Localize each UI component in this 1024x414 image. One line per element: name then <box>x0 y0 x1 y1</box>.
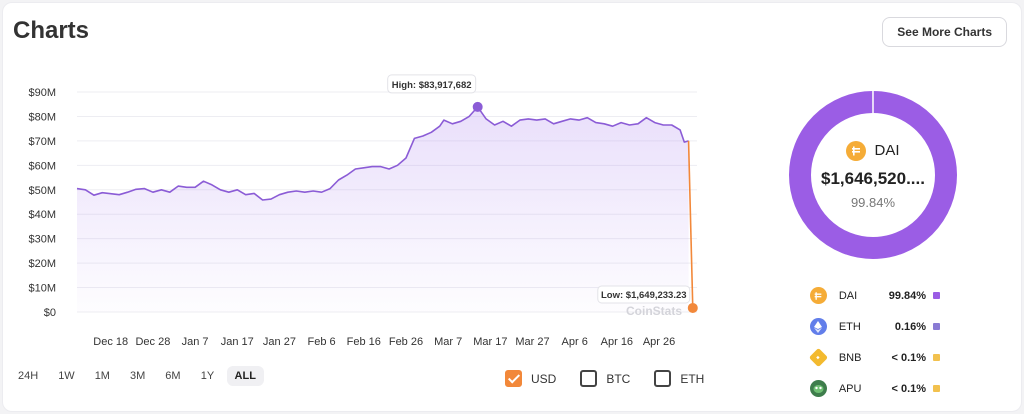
legend-item-eth[interactable]: ETH 0.16% <box>810 311 940 342</box>
x-tick-label: Mar 7 <box>434 336 462 348</box>
apu-icon <box>810 380 827 397</box>
high-point <box>472 101 483 112</box>
eth-checkbox[interactable] <box>654 370 672 387</box>
x-tick-label: Apr 16 <box>601 336 633 348</box>
x-tick-label: Feb 6 <box>308 336 336 348</box>
btc-label: BTC <box>606 371 631 386</box>
x-tick-label: Dec 28 <box>135 336 170 348</box>
range-1m-button[interactable]: 1M <box>87 366 118 386</box>
dai-icon <box>846 140 867 161</box>
x-tick-label: Apr 6 <box>562 336 588 348</box>
y-tick-label: $40M <box>28 209 56 221</box>
page-title: Charts <box>13 17 90 44</box>
x-tick-label: Dec 18 <box>93 336 128 348</box>
eth-icon <box>810 318 827 335</box>
currency-usd-option[interactable]: USD <box>505 370 556 387</box>
legend-item-apu[interactable]: APU < 0.1% <box>810 373 940 404</box>
x-tick-label: Feb 16 <box>347 336 381 348</box>
y-tick-label: $90M <box>28 87 56 99</box>
y-tick-label: $60M <box>28 160 56 172</box>
time-range-selector: 24H 1W 1M 3M 6M 1Y ALL <box>10 366 264 386</box>
x-tick-label: Apr 26 <box>643 336 675 348</box>
x-tick-label: Mar 27 <box>515 336 549 348</box>
y-tick-label: $10M <box>28 283 56 295</box>
donut-center-percent: 99.84% <box>850 194 896 210</box>
see-more-charts-button[interactable]: See More Charts <box>882 17 1007 47</box>
x-tick-label: Jan 7 <box>182 336 209 348</box>
range-1w-button[interactable]: 1W <box>50 366 83 386</box>
high-tooltip <box>387 74 477 94</box>
price-chart[interactable]: $0 $10M $20M $30M $40M $50M $60M $70M $80M $90M De… <box>0 70 720 355</box>
legend-item-bnb[interactable]: BNB < 0.1% <box>808 342 940 373</box>
legend-percent: 0.16% <box>894 320 927 333</box>
currency-eth-option[interactable]: ETH <box>654 370 704 387</box>
legend-name: APU <box>838 382 862 395</box>
y-tick-label: $0 <box>44 307 56 319</box>
y-tick-label: $80M <box>28 111 56 123</box>
currency-selector: USD BTC ETH <box>505 370 704 387</box>
usd-checkbox[interactable] <box>505 370 522 387</box>
low-tooltip <box>597 285 691 304</box>
y-tick-label: $50M <box>28 185 56 197</box>
currency-btc-option[interactable]: BTC <box>580 370 630 387</box>
y-tick-label: $70M <box>28 136 56 148</box>
x-tick-label: Jan 17 <box>221 336 254 348</box>
donut-center-value: $1,646,520.... <box>821 168 925 188</box>
area-fill <box>77 106 689 313</box>
legend-item-dai[interactable]: DAI 99.84% <box>810 280 940 311</box>
high-label: High: $83,917,682 <box>392 80 472 91</box>
legend-swatch <box>933 323 940 330</box>
legend-percent: < 0.1% <box>891 382 927 395</box>
price-line <box>76 106 689 201</box>
drop-line <box>687 140 694 308</box>
legend-name: BNB <box>838 351 862 364</box>
legend-name: DAI <box>838 289 858 302</box>
bnb-icon <box>808 347 828 368</box>
range-24h-button[interactable]: 24H <box>10 366 46 386</box>
eth-label: ETH <box>680 371 705 386</box>
low-label: Low: $1,649,233.23 <box>601 290 687 301</box>
y-tick-label: $30M <box>28 234 56 246</box>
range-6m-button[interactable]: 6M <box>157 366 188 386</box>
legend-percent: 99.84% <box>888 289 927 302</box>
legend-swatch <box>933 292 940 299</box>
usd-label: USD <box>531 371 557 386</box>
range-3m-button[interactable]: 3M <box>122 366 153 386</box>
legend-swatch <box>933 385 940 392</box>
donut-center-name: DAI <box>874 142 900 159</box>
donut-legend: DAI 99.84% ETH 0.16% BNB < 0.1% APU < 0.… <box>808 280 940 404</box>
low-point <box>687 302 698 313</box>
watermark: CoinStats <box>626 304 682 318</box>
x-tick-label: Mar 17 <box>473 336 507 348</box>
y-tick-label: $20M <box>28 258 56 270</box>
x-tick-label: Jan 27 <box>263 336 296 348</box>
range-1y-button[interactable]: 1Y <box>193 366 223 386</box>
dai-icon <box>810 287 827 304</box>
x-tick-label: Feb 26 <box>389 336 423 348</box>
legend-name: ETH <box>838 320 861 333</box>
range-all-button[interactable]: ALL <box>226 366 264 386</box>
btc-checkbox[interactable] <box>580 370 598 387</box>
legend-percent: < 0.1% <box>891 351 927 364</box>
allocation-donut-chart[interactable] <box>786 88 960 262</box>
legend-swatch <box>933 354 940 361</box>
donut-center: DAI $1,646,520.... 99.84% <box>786 88 960 262</box>
